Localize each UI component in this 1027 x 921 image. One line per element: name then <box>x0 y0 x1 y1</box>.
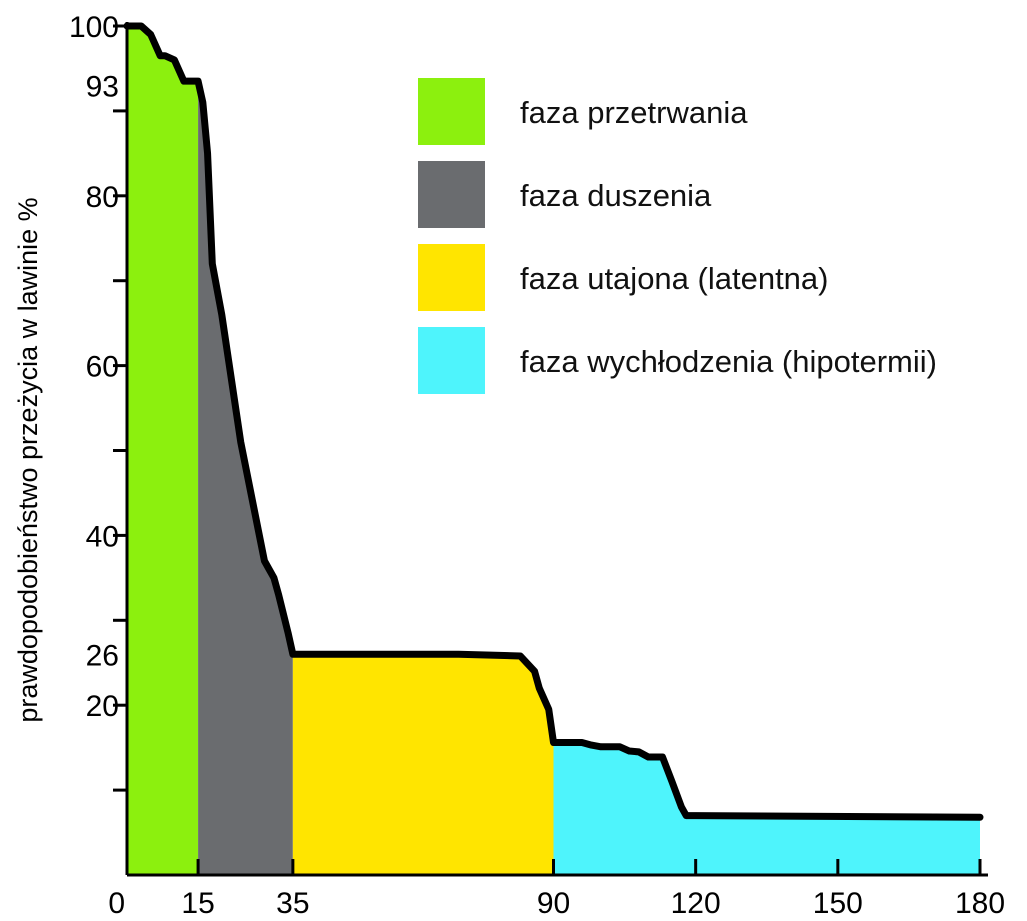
y-axis-title: prawdopodobieństwo przeżycia w lawinie % <box>13 197 43 722</box>
x-tick-label: 150 <box>813 887 863 920</box>
survival-curve <box>123 22 984 821</box>
legend-swatch <box>418 78 485 145</box>
x-ticks <box>196 859 982 875</box>
y-tick-label: 93 <box>86 70 119 103</box>
y-tick-label: 20 <box>86 690 119 723</box>
x-tick-label: 0 <box>108 887 125 920</box>
y-tick-label: 80 <box>86 181 119 214</box>
legend-label: faza utajona (latentna) <box>520 261 829 296</box>
x-tick-labels: 0 15 35 90 120 150 180 <box>108 887 1005 920</box>
x-tick-label: 180 <box>955 887 1005 920</box>
y-ticks <box>113 24 127 792</box>
y-tick-label: 40 <box>86 520 119 553</box>
phase-area <box>127 26 199 875</box>
y-tick-labels: 100 93 80 60 40 26 20 <box>69 11 119 723</box>
legend-swatch <box>418 161 485 228</box>
y-tick-label: 100 <box>69 11 119 44</box>
legend-label: faza przetrwania <box>520 95 748 130</box>
y-tick-label: 26 <box>86 639 119 672</box>
x-tick-label: 35 <box>276 887 309 920</box>
phase-area <box>553 742 980 875</box>
legend-label: faza duszenia <box>520 178 712 213</box>
legend: faza przetrwania faza duszenia faza utajon… <box>418 78 937 394</box>
legend-label: faza wychłodzenia (hipotermii) <box>520 344 937 379</box>
phase-areas <box>127 26 980 875</box>
x-tick-label: 90 <box>537 887 570 920</box>
x-tick-label: 120 <box>671 887 721 920</box>
x-tick-label: 15 <box>181 887 214 920</box>
y-tick-label: 60 <box>86 351 119 384</box>
legend-swatch <box>418 327 485 394</box>
legend-swatch <box>418 244 485 311</box>
phase-area <box>292 654 554 875</box>
